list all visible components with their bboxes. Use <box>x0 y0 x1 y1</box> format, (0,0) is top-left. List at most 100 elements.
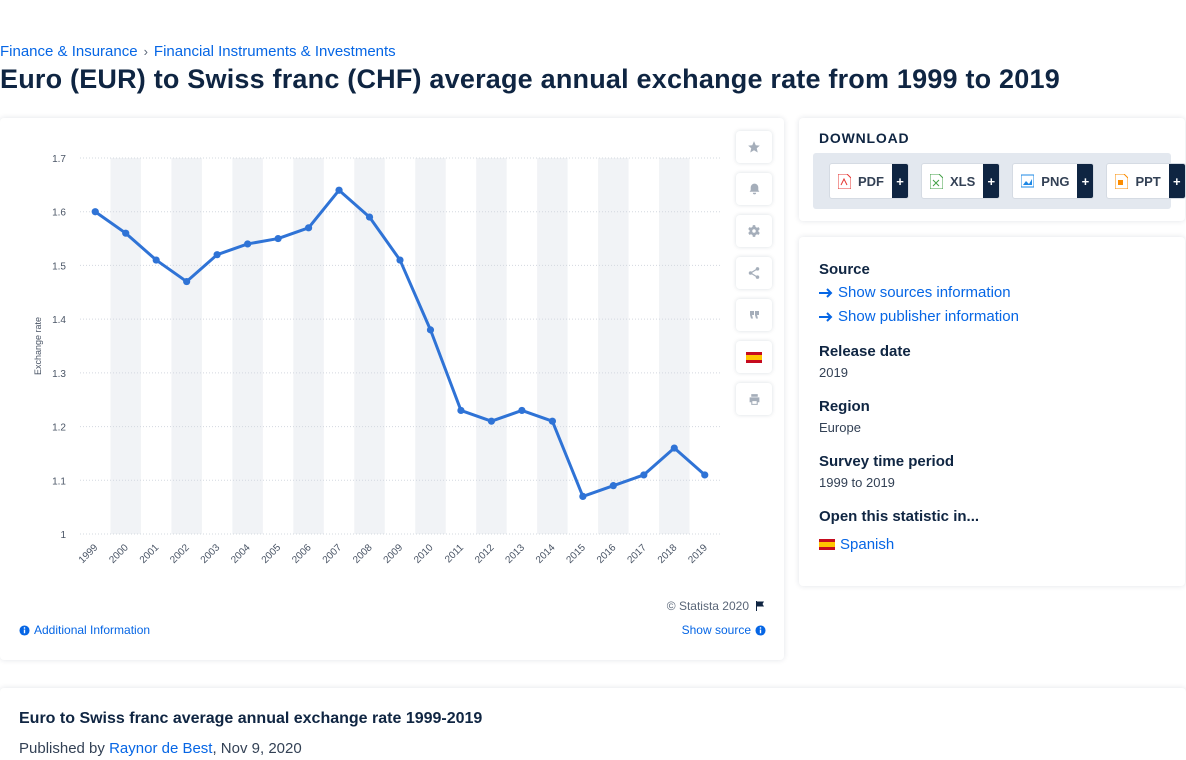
y-tick-label: 1.7 <box>52 154 66 165</box>
xls-file-icon <box>930 173 943 189</box>
download-pdf-plus[interactable]: + <box>892 164 908 198</box>
published-date: , Nov 9, 2020 <box>212 740 302 757</box>
data-point <box>335 186 343 194</box>
x-tick-label: 2005 <box>260 542 284 566</box>
share-button[interactable] <box>736 257 772 289</box>
spanish-flag-icon <box>819 539 835 550</box>
show-source-label: Show source <box>681 623 751 637</box>
data-point <box>609 482 617 490</box>
data-point <box>152 256 160 264</box>
info-icon <box>755 624 766 636</box>
download-ppt-button[interactable]: PPT + <box>1106 163 1186 199</box>
breadcrumb-separator: › <box>143 44 148 59</box>
x-tick-label: 2011 <box>443 542 466 565</box>
show-publisher-link[interactable]: Show publisher information <box>819 308 1019 325</box>
data-point <box>213 251 221 259</box>
x-tick-label: 2001 <box>138 542 162 566</box>
data-point <box>670 444 678 452</box>
download-png-button[interactable]: PNG + <box>1012 163 1095 199</box>
published-prefix: Published by <box>19 740 105 757</box>
bell-icon <box>749 183 759 195</box>
notification-button[interactable] <box>736 173 772 205</box>
data-point <box>365 213 374 221</box>
data-point <box>487 417 496 425</box>
data-point <box>701 471 709 479</box>
language-button[interactable] <box>736 341 772 373</box>
print-button[interactable] <box>736 383 772 415</box>
data-point <box>457 406 465 415</box>
x-tick-label: 2008 <box>351 542 375 566</box>
data-point <box>244 240 252 248</box>
spanish-language-label: Spanish <box>840 536 895 553</box>
data-point <box>91 208 99 216</box>
y-tick-label: 1.1 <box>52 476 66 487</box>
show-source-link[interactable]: Show source <box>682 623 766 637</box>
column-band <box>537 158 568 534</box>
data-point <box>518 406 526 415</box>
breadcrumb-item-finance[interactable]: Finance & Insurance <box>0 43 138 60</box>
download-xls-label: XLS <box>950 173 976 189</box>
description-title: Euro to Swiss franc average annual excha… <box>19 710 483 727</box>
x-tick-label: 2010 <box>412 542 436 566</box>
x-tick-label: 2012 <box>473 542 497 566</box>
x-tick-label: 2006 <box>290 542 314 566</box>
star-icon <box>748 141 760 153</box>
x-tick-label: 2013 <box>504 542 528 566</box>
author-link[interactable]: Raynor de Best <box>109 740 213 757</box>
x-tick-label: 2009 <box>382 542 406 566</box>
region-heading: Region <box>819 398 870 415</box>
y-tick-label: 1 <box>60 530 66 541</box>
info-icon <box>19 624 30 636</box>
chart-card: 1 1.1 1.2 1.3 1.4 1.5 1.6 1.7 Exchange rate 1999 2… <box>0 118 784 660</box>
info-card: Source Show sources information Show pub… <box>799 237 1185 586</box>
png-file-icon <box>1021 174 1035 187</box>
flag-icon[interactable] <box>754 600 766 612</box>
copyright-text: © Statista 2020 <box>666 599 749 613</box>
favorite-button[interactable] <box>736 131 772 163</box>
x-tick-label: 2015 <box>564 542 588 566</box>
x-tick-label: 2007 <box>321 542 345 566</box>
data-point <box>122 229 130 237</box>
column-band <box>232 158 263 534</box>
download-xls-plus[interactable]: + <box>983 164 1000 198</box>
data-point <box>183 277 191 286</box>
show-sources-link[interactable]: Show sources information <box>819 284 1011 301</box>
spanish-language-link[interactable]: Spanish <box>819 536 894 553</box>
column-band <box>171 158 202 534</box>
open-statistic-heading: Open this statistic in... <box>819 508 980 525</box>
download-ppt-label: PPT <box>1135 173 1161 189</box>
breadcrumb: Finance & Insurance › Financial Instrume… <box>0 43 396 60</box>
download-ppt-plus[interactable]: + <box>1168 164 1185 198</box>
x-tick-label: 2017 <box>625 542 649 566</box>
x-tick-label: 2014 <box>534 542 558 566</box>
arrow-right-icon <box>819 311 833 322</box>
additional-information-link[interactable]: Additional Information <box>19 623 150 637</box>
y-axis-label: Exchange rate <box>33 317 43 375</box>
x-tick-label: 2004 <box>229 542 253 566</box>
page-title: Euro (EUR) to Swiss franc (CHF) average … <box>0 64 1060 94</box>
show-publisher-label: Show publisher information <box>838 308 1019 325</box>
source-heading: Source <box>819 261 870 278</box>
spanish-flag-icon <box>746 351 762 363</box>
x-tick-label: 2018 <box>656 542 680 566</box>
column-band <box>598 158 629 534</box>
download-xls-button[interactable]: XLS + <box>921 163 1001 199</box>
download-png-plus[interactable]: + <box>1077 164 1094 198</box>
data-point <box>396 256 404 264</box>
release-date-heading: Release date <box>819 343 911 360</box>
download-pdf-label: PDF <box>858 173 884 189</box>
data-point <box>640 471 648 479</box>
share-icon <box>748 267 760 279</box>
gear-icon <box>748 225 760 237</box>
column-band <box>110 158 141 534</box>
show-sources-label: Show sources information <box>838 284 1011 301</box>
download-title: DOWNLOAD <box>819 130 910 146</box>
published-by: Published by Raynor de Best, Nov 9, 2020 <box>19 740 302 757</box>
settings-button[interactable] <box>736 215 772 247</box>
citation-button[interactable] <box>736 299 772 331</box>
chart-toolbar <box>736 131 772 415</box>
breadcrumb-item-financial-instruments[interactable]: Financial Instruments & Investments <box>153 43 396 60</box>
y-tick-label: 1.2 <box>52 423 66 434</box>
download-pdf-button[interactable]: PDF + <box>829 163 909 199</box>
